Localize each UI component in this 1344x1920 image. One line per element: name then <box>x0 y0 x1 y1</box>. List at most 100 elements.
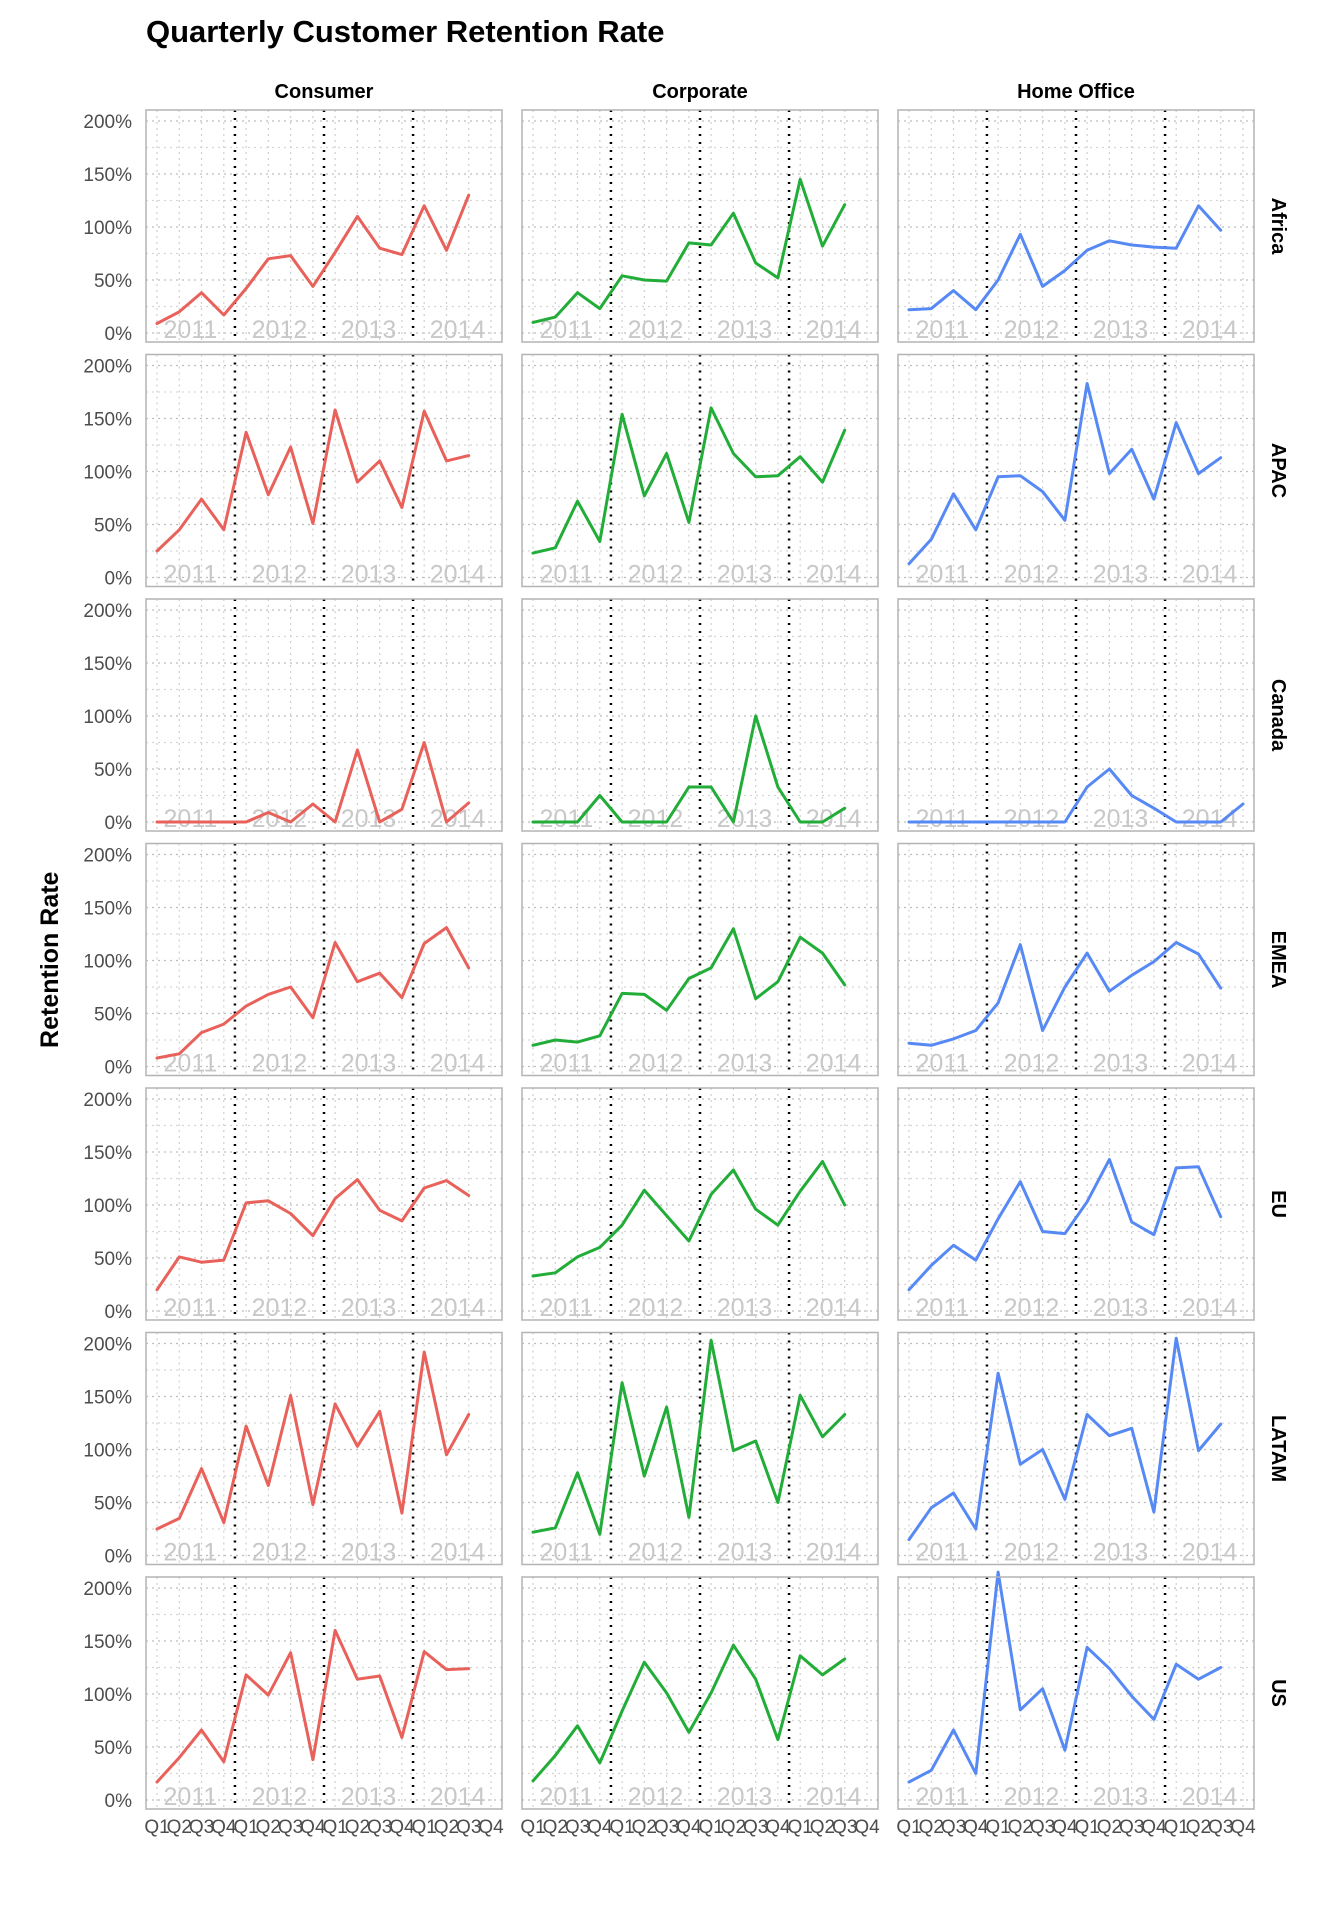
x-tick-label: Q3 <box>1030 1817 1055 1838</box>
year-label-2011: 2011 <box>916 561 970 589</box>
x-tick-label: Q1 <box>144 1817 169 1838</box>
series-line-emea-consumer <box>155 926 471 1060</box>
x-tick-label: Q4 <box>765 1817 791 1838</box>
panel-border <box>145 353 503 588</box>
y-axis-title: Retention Rate <box>36 871 64 1048</box>
chart-title: Quarterly Customer Retention Rate <box>146 14 665 49</box>
series-line-eu-home-office <box>907 1157 1223 1292</box>
panel-background <box>522 1332 878 1565</box>
year-label-2014: 2014 <box>430 1539 486 1567</box>
year-label-2012: 2012 <box>628 561 684 589</box>
facet-row-label-africa: Africa <box>1267 198 1289 256</box>
panel-latam-corporate: 2011 2012 2013 2014 <box>521 1331 879 1567</box>
year-label-2013: 2013 <box>341 1783 397 1811</box>
x-tick-label: Q2 <box>632 1817 657 1838</box>
year-label-2014: 2014 <box>1182 1783 1238 1811</box>
year-label-2013: 2013 <box>717 1050 773 1078</box>
y-tick-label: 50% <box>94 271 132 292</box>
year-label-2011: 2011 <box>916 1783 970 1811</box>
y-tick-label: 150% <box>83 410 132 431</box>
facet-row-label-emea: EMEA <box>1267 931 1289 989</box>
facet-column-label-consumer: Consumer <box>275 81 374 103</box>
y-tick-label: 0% <box>105 1791 133 1812</box>
x-tick-label: Q1 <box>233 1817 258 1838</box>
panel-emea-consumer: 2011 2012 2013 2014 <box>145 842 503 1078</box>
panel-border <box>897 1576 1255 1810</box>
panel-border <box>521 1331 879 1566</box>
x-tick-label: Q4 <box>478 1817 504 1838</box>
year-label-2014: 2014 <box>1182 1050 1238 1078</box>
y-tick-label: 50% <box>94 760 132 781</box>
x-tick-label: Q1 <box>1074 1817 1099 1838</box>
year-label-2012: 2012 <box>1004 1783 1060 1811</box>
panel-background <box>898 599 1254 831</box>
year-label-2014: 2014 <box>806 561 862 589</box>
series-line-eu-corporate <box>531 1160 847 1278</box>
year-label-2013: 2013 <box>341 1294 397 1322</box>
series-line-emea-home-office <box>907 941 1223 1047</box>
panel-eu-consumer: 2011 2012 2013 2014 <box>145 1087 503 1322</box>
panel-border <box>897 1087 1255 1321</box>
facet-row-label-canada: Canada <box>1267 679 1289 752</box>
y-tick-label: 200% <box>83 846 132 867</box>
year-label-2011: 2011 <box>164 1294 218 1322</box>
x-tick-label: Q4 <box>300 1817 326 1838</box>
panel-background <box>522 599 878 831</box>
y-tick-label: 0% <box>105 1058 133 1079</box>
year-label-2013: 2013 <box>1093 1539 1149 1567</box>
year-label-2011: 2011 <box>916 1539 970 1567</box>
y-tick-label: 50% <box>94 1005 132 1026</box>
panel-border <box>521 1576 879 1810</box>
year-label-2013: 2013 <box>717 561 773 589</box>
x-tick-label: Q1 <box>412 1817 437 1838</box>
year-label-2012: 2012 <box>1004 1539 1060 1567</box>
series-line-apac-consumer <box>155 408 471 553</box>
panel-border <box>897 598 1255 832</box>
panel-border <box>521 353 879 588</box>
series-line-canada-consumer <box>155 741 471 824</box>
year-label-2014: 2014 <box>806 1050 862 1078</box>
panel-background <box>146 110 502 342</box>
y-tick-label: 0% <box>105 813 133 834</box>
year-label-2011: 2011 <box>164 561 218 589</box>
series-line-canada-corporate <box>531 714 847 824</box>
x-tick-label: Q3 <box>654 1817 679 1838</box>
year-label-2011: 2011 <box>164 805 218 833</box>
panel-canada-corporate: 2011 2012 2013 2014 <box>521 598 879 833</box>
year-label-2011: 2011 <box>164 1783 218 1811</box>
year-label-2012: 2012 <box>252 1050 308 1078</box>
year-label-2012: 2012 <box>252 805 308 833</box>
series-line-canada-home-office <box>907 767 1245 824</box>
year-label-2013: 2013 <box>1093 561 1149 589</box>
y-tick-label: 100% <box>83 218 132 239</box>
panel-border <box>145 1087 503 1321</box>
year-label-2011: 2011 <box>540 805 594 833</box>
panel-border <box>145 598 503 832</box>
year-label-2012: 2012 <box>628 1783 684 1811</box>
panel-africa-corporate: 2011 2012 2013 2014 <box>521 109 879 344</box>
x-tick-label: Q3 <box>367 1817 392 1838</box>
year-label-2012: 2012 <box>628 1050 684 1078</box>
x-tick-label: Q2 <box>1097 1817 1122 1838</box>
year-label-2011: 2011 <box>540 1294 594 1322</box>
panel-us-consumer: 2011 2012 2013 2014 <box>145 1576 503 1811</box>
y-tick-label: 150% <box>83 1632 132 1653</box>
x-tick-label: Q2 <box>1186 1817 1211 1838</box>
panel-background <box>146 843 502 1076</box>
y-tick-label: 100% <box>83 952 132 973</box>
year-label-2011: 2011 <box>916 805 970 833</box>
series-line-us-corporate <box>531 1643 847 1783</box>
x-tick-label: Q3 <box>832 1817 857 1838</box>
year-label-2014: 2014 <box>1182 805 1238 833</box>
panel-background <box>146 1088 502 1320</box>
y-tick-label: 100% <box>83 463 132 484</box>
x-tick-label: Q4 <box>1052 1817 1078 1838</box>
y-tick-label: 200% <box>83 1090 132 1111</box>
year-label-2011: 2011 <box>916 316 970 344</box>
year-label-2014: 2014 <box>430 561 486 589</box>
x-tick-label: Q2 <box>721 1817 746 1838</box>
year-label-2011: 2011 <box>916 1050 970 1078</box>
x-tick-label: Q2 <box>167 1817 192 1838</box>
x-tick-label: Q1 <box>788 1817 813 1838</box>
